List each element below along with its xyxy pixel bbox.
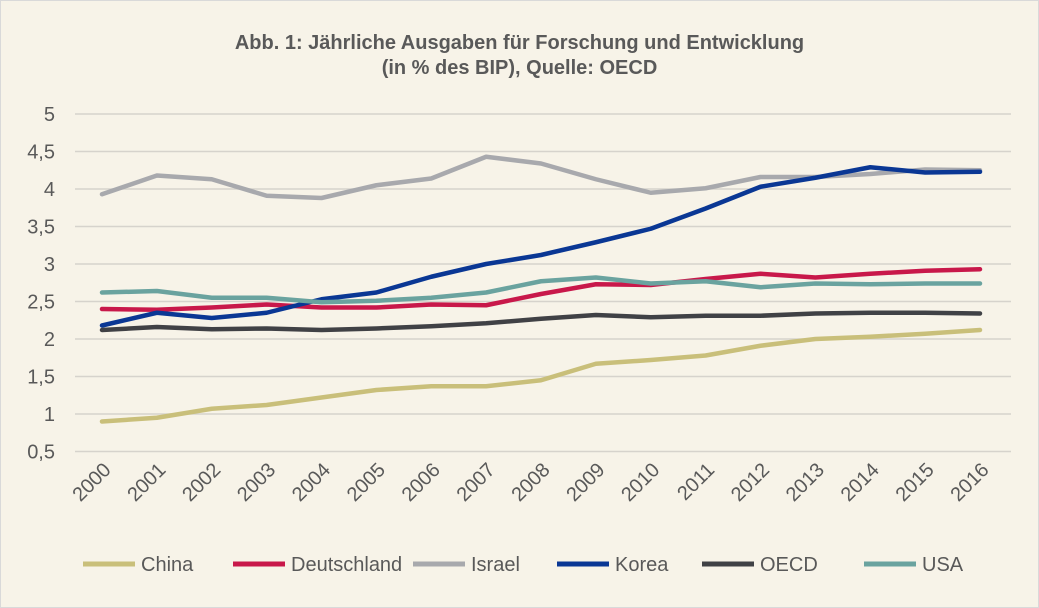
chart-title: Abb. 1: Jährliche Ausgaben für Forschung… xyxy=(1,31,1038,81)
chart-title-line2: (in % des BIP), Quelle: OECD xyxy=(381,57,658,79)
x-tick-label: 2011 xyxy=(673,459,719,505)
y-tick-label: 0,5 xyxy=(27,442,55,464)
x-tick-label: 2012 xyxy=(727,459,774,506)
y-tick-label: 5 xyxy=(44,104,55,126)
series-line-deutschland xyxy=(99,267,983,312)
series-line-israel xyxy=(99,154,983,201)
x-tick-label: 2009 xyxy=(562,459,609,506)
series-line-usa xyxy=(99,275,983,305)
y-tick-label: 4,5 xyxy=(27,142,55,164)
legend-label: Deutschland xyxy=(291,554,402,576)
y-tick-label: 4 xyxy=(44,179,55,201)
y-tick-label: 1 xyxy=(44,404,55,426)
x-tick-label: 2006 xyxy=(398,459,445,506)
x-tick-label: 2010 xyxy=(617,459,664,506)
series-line-korea xyxy=(99,165,983,328)
chart-title-line1: Abb. 1: Jährliche Ausgaben für Forschung… xyxy=(234,32,805,54)
x-tick-label: 2016 xyxy=(947,459,994,506)
legend-label: Korea xyxy=(615,554,669,576)
x-tick-label: 2000 xyxy=(69,459,116,506)
x-tick-label: 2015 xyxy=(892,459,939,506)
y-tick-label: 3,5 xyxy=(27,217,55,239)
series-line-china xyxy=(99,327,983,424)
legend-label: USA xyxy=(922,554,964,576)
legend-label: China xyxy=(141,554,194,576)
x-tick-label: 2014 xyxy=(837,459,884,506)
y-tick-label: 1,5 xyxy=(27,367,55,389)
series-line-oecd xyxy=(99,310,983,333)
y-tick-label: 2,5 xyxy=(27,292,55,314)
y-tick-label: 3 xyxy=(44,254,55,276)
x-tick-label: 2007 xyxy=(453,459,500,506)
legend-label: Israel xyxy=(471,554,520,576)
x-tick-label: 2003 xyxy=(233,459,280,506)
legend-label: OECD xyxy=(760,554,818,576)
x-tick-label: 2004 xyxy=(288,459,335,506)
x-tick-label: 2002 xyxy=(178,459,225,506)
x-tick-label: 2005 xyxy=(343,459,390,506)
x-tick-label: 2001 xyxy=(123,459,170,506)
x-tick-label: 2008 xyxy=(508,459,555,506)
y-tick-label: 2 xyxy=(44,329,55,351)
x-tick-label: 2013 xyxy=(782,459,829,506)
